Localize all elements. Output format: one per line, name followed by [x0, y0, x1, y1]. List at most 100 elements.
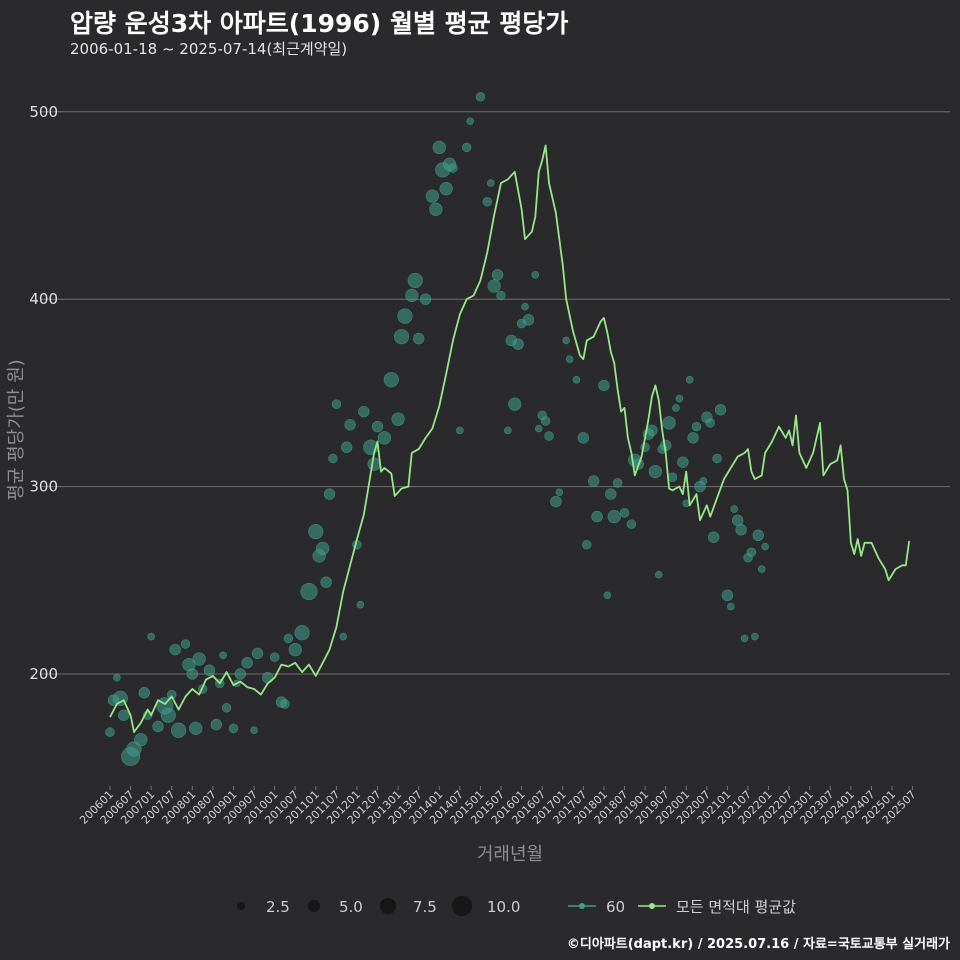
data-point	[134, 732, 148, 747]
data-point	[241, 657, 253, 669]
y-axis-title: 평균 평당가(만 원)	[6, 359, 27, 500]
data-point	[323, 488, 336, 500]
data-point	[189, 721, 203, 735]
data-point	[721, 589, 734, 601]
data-point	[619, 508, 630, 518]
data-point	[419, 293, 432, 305]
data-point	[482, 197, 493, 207]
y-tick-label: 300	[29, 478, 58, 496]
data-point	[735, 524, 747, 536]
data-point	[280, 699, 290, 709]
scatter-points	[105, 92, 769, 766]
data-point	[572, 375, 581, 384]
data-point	[294, 625, 310, 641]
data-point	[262, 672, 274, 684]
data-point	[740, 634, 749, 643]
data-point	[251, 647, 264, 660]
legend-size-label: 2.5	[266, 898, 290, 916]
data-point	[496, 290, 506, 301]
data-point	[367, 457, 381, 471]
data-point	[577, 432, 590, 444]
data-point	[383, 372, 399, 388]
data-point	[221, 702, 232, 713]
data-point	[751, 632, 759, 641]
legend-size-circle	[307, 899, 321, 913]
data-point	[429, 202, 443, 216]
data-point	[138, 687, 151, 699]
legend-size-label: 5.0	[339, 898, 363, 916]
data-point	[677, 456, 689, 468]
data-point	[432, 140, 446, 155]
x-axis-title: 거래년월	[477, 844, 543, 865]
data-point	[685, 375, 694, 384]
data-point	[727, 602, 735, 611]
data-point	[391, 412, 405, 426]
data-point	[675, 394, 684, 403]
data-point	[687, 432, 699, 444]
data-point	[486, 179, 495, 187]
data-point	[407, 272, 423, 289]
data-point	[166, 689, 177, 700]
data-point	[714, 404, 727, 416]
legend-size-circle	[379, 897, 397, 915]
data-point	[169, 643, 181, 656]
data-point	[344, 419, 356, 431]
data-point	[757, 565, 766, 573]
data-point	[612, 478, 623, 488]
legend-size-label: 7.5	[413, 898, 437, 916]
data-point	[269, 652, 280, 662]
data-point	[371, 420, 384, 433]
legend-size-circle	[451, 895, 473, 917]
data-point	[605, 488, 617, 500]
data-point	[691, 421, 702, 432]
data-point	[219, 651, 227, 660]
data-point	[582, 539, 592, 550]
data-point	[377, 431, 392, 445]
y-tick-label: 500	[29, 103, 58, 121]
data-point	[730, 505, 739, 513]
legend-size-label: 10.0	[487, 898, 520, 916]
data-point	[308, 523, 324, 540]
data-point	[186, 668, 199, 680]
data-point	[522, 314, 535, 326]
data-point	[562, 336, 570, 345]
data-point	[598, 379, 610, 392]
data-point	[475, 92, 486, 102]
y-tick-label: 400	[29, 290, 58, 308]
data-point	[105, 727, 115, 737]
data-point	[607, 509, 621, 524]
data-point	[192, 652, 206, 666]
data-point	[662, 416, 676, 430]
data-point	[565, 355, 574, 363]
data-point	[250, 726, 258, 735]
chart-title: 압량 운성3차 아파트(1996) 월별 평균 평당가	[70, 9, 569, 38]
data-point	[210, 718, 223, 731]
data-point	[397, 308, 413, 324]
data-point	[203, 664, 216, 676]
data-point	[328, 453, 338, 464]
data-point	[544, 431, 554, 441]
data-point	[147, 632, 155, 641]
data-point	[654, 570, 663, 579]
data-point	[646, 424, 658, 437]
data-point	[487, 279, 501, 293]
data-point	[439, 181, 453, 196]
data-point	[591, 510, 603, 523]
data-point	[667, 472, 678, 482]
data-point	[534, 424, 543, 433]
gridlines	[40, 111, 950, 675]
data-point	[180, 639, 191, 649]
data-point	[504, 426, 512, 435]
data-point	[456, 426, 464, 435]
data-point	[752, 529, 764, 542]
data-point	[531, 271, 540, 279]
data-point	[461, 142, 472, 153]
data-point	[228, 723, 239, 734]
data-point	[707, 531, 720, 543]
legend-series-60-marker	[579, 903, 585, 909]
data-point	[331, 399, 342, 409]
legend-series-60-label: 60	[606, 898, 625, 916]
data-point	[356, 600, 365, 609]
data-point	[699, 477, 708, 485]
